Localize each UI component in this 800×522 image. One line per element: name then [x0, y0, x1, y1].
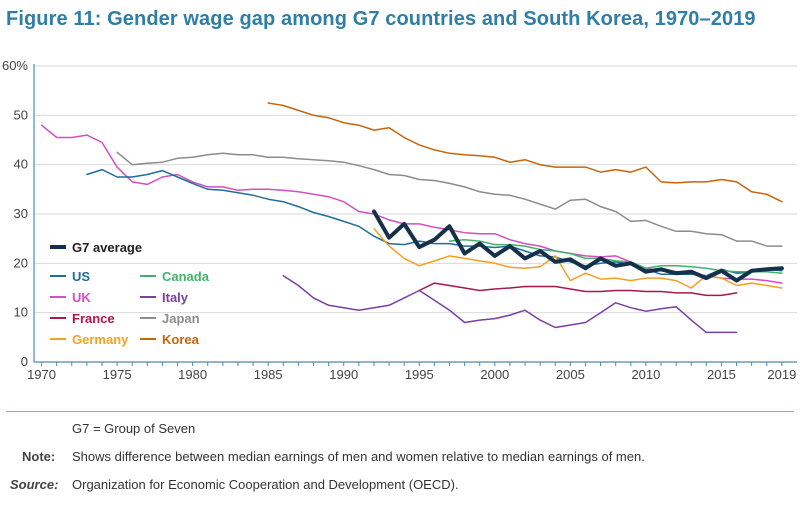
legend: G7 average US Canada UK Italy France Japan Germ…: [50, 240, 210, 347]
note-text: Shows difference between median earnings…: [72, 449, 645, 464]
legend-label-japan: Japan: [162, 311, 200, 326]
series-line-korea: [267, 102, 783, 203]
series-line-uk: [40, 124, 783, 284]
legend-label-germany: Germany: [72, 332, 129, 347]
x-tick-label: 1995: [405, 367, 434, 382]
x-tick-label: 2019: [767, 367, 796, 382]
legend-label-italy: Italy: [162, 290, 189, 305]
x-tick-label: 1980: [178, 367, 207, 382]
y-tick-label: 10: [14, 305, 28, 320]
legend-label-korea: Korea: [162, 332, 200, 347]
series-line-us: [86, 168, 783, 277]
footnote-divider: [6, 411, 794, 412]
line-chart: 0 10 20 30 40 50 60% 1970 1975 1980 1985 1990 1995 20…: [2, 58, 797, 382]
y-tick-label: 20: [14, 255, 28, 270]
y-tick-label: 40: [14, 157, 28, 172]
x-tick-label: 1990: [329, 367, 358, 382]
x-tick-label: 2005: [556, 367, 585, 382]
series-line-canada: [448, 238, 783, 274]
legend-label-canada: Canada: [162, 269, 210, 284]
legend-label-france: France: [72, 311, 115, 326]
y-tick-label: 0: [21, 354, 28, 369]
x-tick-label: 1985: [254, 367, 283, 382]
series-line-japan: [116, 151, 783, 247]
chart-title: Figure 11: Gender wage gap among G7 coun…: [6, 8, 756, 30]
source-text: Organization for Economic Cooperation an…: [72, 477, 459, 492]
x-tick-label: 2015: [707, 367, 736, 382]
axes: 0 10 20 30 40 50 60% 1970 1975 1980 1985 1990 1995 20…: [2, 58, 797, 382]
legend-label-uk: UK: [72, 290, 91, 305]
series-line-germany: [373, 228, 783, 289]
y-tick-label: 30: [14, 206, 28, 221]
series-line-italy: [282, 274, 738, 334]
x-tick-label: 1975: [103, 367, 132, 382]
y-tick-label: 50: [14, 107, 28, 122]
legend-label-us: US: [72, 269, 90, 284]
footnote-abbrev: G7 = Group of Seven: [72, 421, 196, 436]
x-tick-label: 2010: [631, 367, 660, 382]
x-tick-label: 1970: [27, 367, 56, 382]
series-line-g7-average: [372, 209, 784, 283]
y-tick-label: 60%: [2, 58, 28, 73]
series-line-france: [418, 282, 738, 297]
series-lines: [40, 102, 784, 334]
legend-label-g7-average: G7 average: [72, 240, 142, 255]
x-tick-label: 2000: [480, 367, 509, 382]
note-label: Note:: [22, 449, 56, 464]
source-label: Source:: [10, 477, 59, 492]
